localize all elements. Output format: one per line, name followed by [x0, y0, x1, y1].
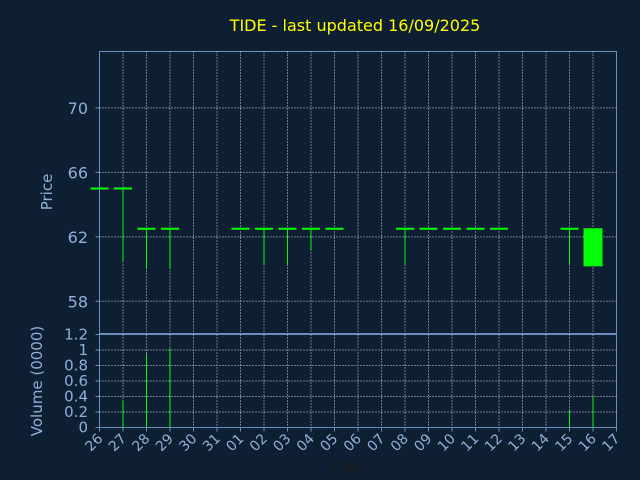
- x-tick-label: 28: [129, 431, 153, 455]
- x-tick-label: 03: [270, 431, 294, 455]
- candle-body: [583, 228, 603, 267]
- volume-axis-label: Volume (0000): [28, 326, 46, 436]
- candles: [90, 187, 603, 270]
- x-tick-label: 17: [599, 431, 623, 455]
- price-y-tick-label: 66: [68, 163, 88, 182]
- price-axis-label: Price: [38, 174, 56, 211]
- x-tick-label: 10: [435, 431, 459, 455]
- volume-y-tick-label: 0: [78, 419, 88, 437]
- x-tick-label: 06: [341, 431, 365, 455]
- x-tick-label: 09: [411, 431, 435, 455]
- x-tick-label: 27: [106, 431, 130, 455]
- volume-y-tick-label: 0.6: [64, 372, 88, 390]
- volume-y-ticks: 00.20.40.60.811.2: [64, 326, 100, 437]
- x-tick-label: 02: [247, 431, 271, 455]
- x-tick-label: 11: [458, 431, 482, 455]
- volume-grid: [99, 334, 617, 428]
- volume-bars: [122, 348, 594, 428]
- x-tick-label: 07: [364, 431, 388, 455]
- chart-title: TIDE - last updated 16/09/2025: [229, 16, 481, 35]
- price-y-tick-label: 58: [68, 292, 88, 311]
- x-tick-label: 12: [482, 431, 506, 455]
- x-tick-label: 31: [200, 431, 224, 455]
- price-y-tick-label: 70: [68, 99, 88, 118]
- x-tick-label: 08: [388, 431, 412, 455]
- volume-y-tick-label: 1: [78, 341, 88, 359]
- volume-y-tick-label: 0.8: [64, 357, 88, 375]
- x-tick-label: 01: [223, 431, 247, 455]
- x-ticks: 26 27 28 29 30 31 01 02 03 04 05 06 07 08 09 10 11 12 13 14…: [82, 427, 623, 455]
- x-tick-label: 04: [294, 431, 318, 455]
- x-tick-label: 29: [153, 431, 177, 455]
- price-y-tick-label: 62: [68, 228, 88, 247]
- x-tick-label: 05: [317, 431, 341, 455]
- price-grid: [99, 51, 617, 334]
- x-tick-label: 15: [552, 431, 576, 455]
- volume-y-tick-label: 1.2: [64, 326, 88, 344]
- x-tick-label: 14: [529, 431, 553, 455]
- volume-y-tick-label: 0.4: [64, 388, 88, 406]
- x-tick-label: 30: [176, 431, 200, 455]
- volume-y-tick-label: 0.2: [64, 403, 88, 421]
- price-y-ticks: 58 62 66 70: [68, 99, 100, 311]
- x-tick-label: 13: [505, 431, 529, 455]
- x-axis-label: Day: [333, 458, 363, 476]
- x-tick-label: 16: [576, 431, 600, 455]
